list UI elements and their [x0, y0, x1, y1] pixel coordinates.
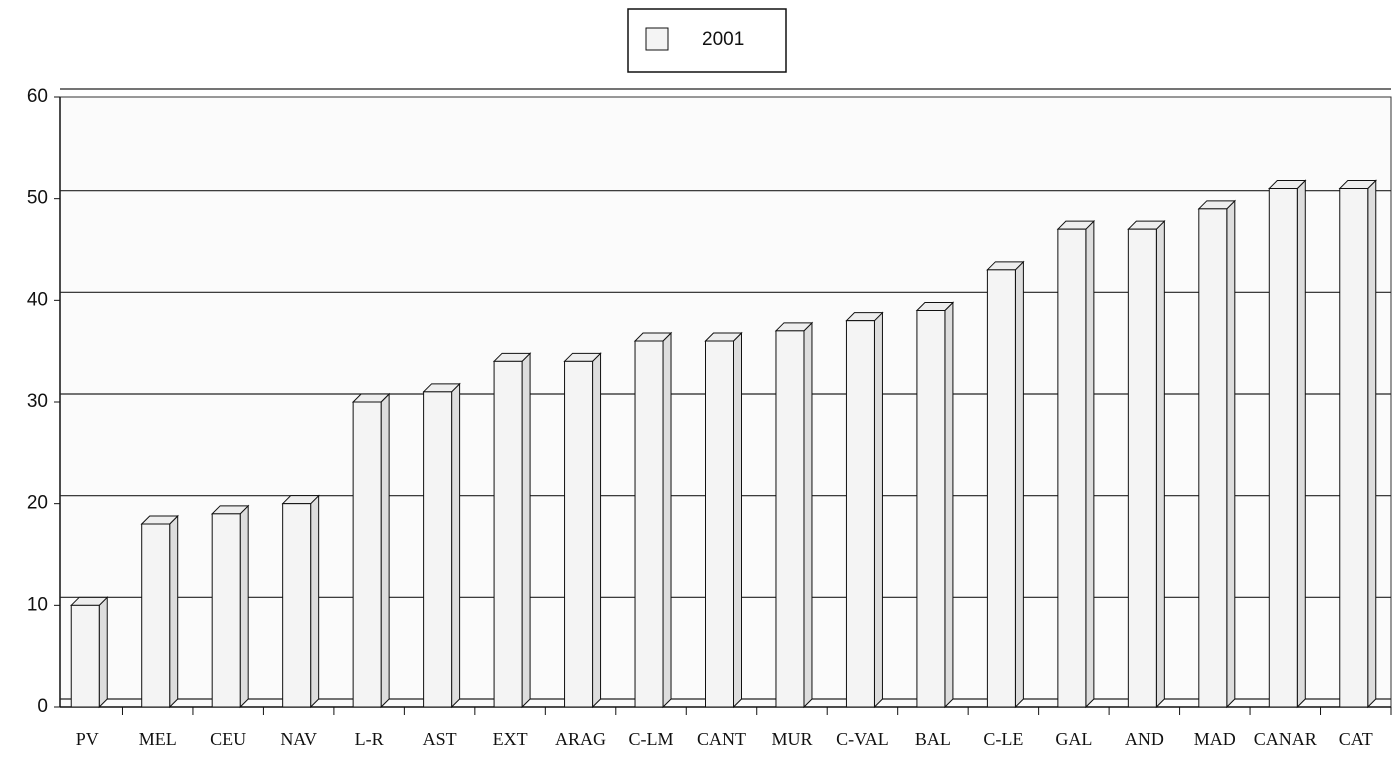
bar [705, 340, 734, 708]
x-tick-label: EXT [493, 729, 528, 749]
bar [423, 391, 453, 708]
bar [564, 360, 594, 708]
y-tick-label: 10 [27, 594, 48, 615]
bar-side [169, 514, 179, 709]
x-tick-label: AST [423, 729, 457, 749]
bar-side [944, 301, 954, 709]
y-tick-label: 30 [27, 391, 48, 412]
bar-side [873, 311, 883, 709]
bar-side [521, 352, 531, 709]
x-tick-label: PV [76, 729, 99, 749]
bar [916, 310, 946, 708]
x-tick-label: CANT [697, 729, 746, 749]
bar-side [310, 494, 320, 709]
x-tick-label: AND [1125, 729, 1164, 749]
x-tick-label: L-R [355, 729, 384, 749]
y-tick-label: 40 [27, 289, 48, 310]
bar-side [1226, 199, 1236, 709]
bar [986, 269, 1016, 708]
y-tick-label: 50 [27, 188, 48, 209]
bar-side [451, 382, 461, 709]
bar [211, 513, 241, 708]
bar-side [1367, 179, 1377, 709]
bar [775, 330, 805, 708]
x-tick-label: MAD [1194, 729, 1236, 749]
x-tick-label: GAL [1055, 729, 1092, 749]
legend-label: 2001 [702, 29, 744, 50]
bar [70, 604, 100, 708]
x-tick-label: C-LM [629, 729, 674, 749]
bar [634, 340, 664, 708]
bar [141, 523, 171, 708]
bar [1057, 228, 1087, 708]
bar [845, 320, 875, 708]
bar [1339, 188, 1369, 708]
bar [1127, 228, 1157, 708]
bar-side [662, 331, 672, 709]
bar [1198, 208, 1228, 708]
bar [493, 360, 523, 708]
bar-side [592, 352, 602, 709]
x-tick-label: ARAG [555, 729, 606, 749]
bar-side [803, 321, 813, 709]
x-tick-label: NAV [280, 729, 317, 749]
bar [352, 401, 382, 708]
bar-side [98, 596, 108, 709]
bar-side [1085, 219, 1095, 709]
bar-side [380, 392, 390, 709]
bar [282, 503, 312, 708]
y-tick-label: 60 [27, 86, 48, 107]
bar [1268, 188, 1298, 708]
bar-side [1014, 260, 1024, 709]
y-tick-label: 0 [37, 696, 48, 717]
bar-side [239, 504, 249, 709]
bar-side [1155, 219, 1165, 709]
bar-side [1296, 179, 1306, 709]
x-tick-label: C-VAL [836, 729, 889, 749]
x-tick-label: MUR [771, 729, 812, 749]
bar-side [733, 331, 742, 709]
x-tick-label: C-LE [983, 729, 1023, 749]
x-tick-label: CAT [1339, 729, 1373, 749]
x-tick-label: BAL [915, 729, 951, 749]
x-tick-label: CEU [210, 729, 246, 749]
legend-swatch [645, 27, 669, 51]
y-tick-label: 20 [27, 493, 48, 514]
x-tick-label: CANAR [1254, 729, 1317, 749]
x-tick-label: MEL [139, 729, 177, 749]
